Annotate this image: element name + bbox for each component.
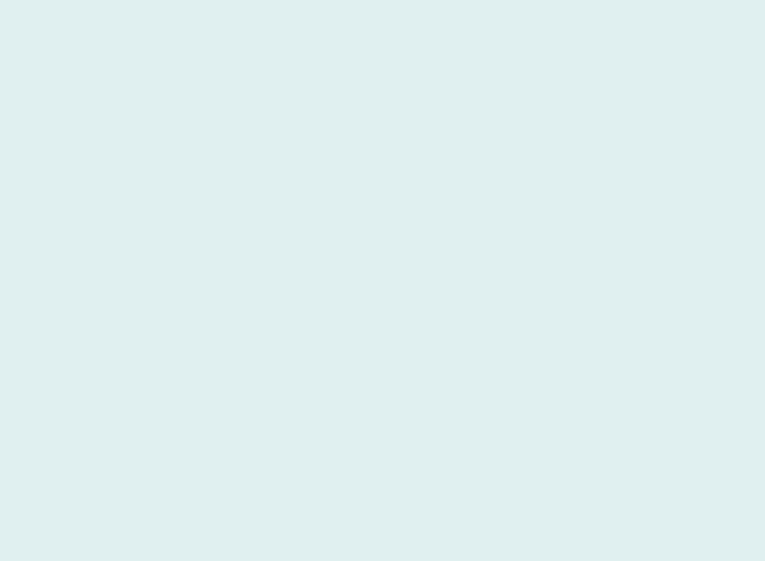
forest-plot-container: [0, 0, 765, 561]
